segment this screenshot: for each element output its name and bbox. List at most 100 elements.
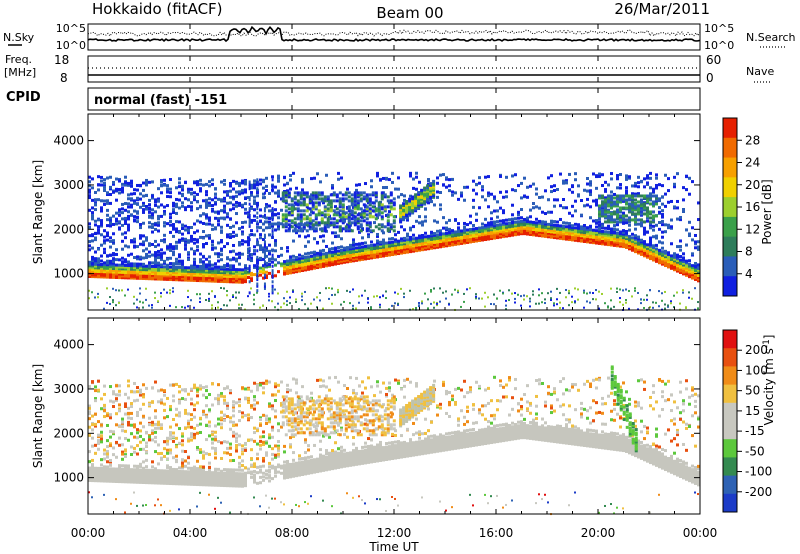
power-echo bbox=[429, 187, 433, 191]
power-cell bbox=[589, 240, 592, 244]
power-cell bbox=[175, 272, 178, 276]
power-echo bbox=[649, 220, 652, 224]
power-noise bbox=[430, 302, 432, 305]
power-cell bbox=[445, 242, 448, 246]
power-colorbar-tick-label: 20 bbox=[745, 178, 760, 192]
power-echo bbox=[655, 198, 658, 202]
velocity-cell bbox=[112, 472, 115, 476]
power-noise bbox=[538, 294, 540, 297]
power-cell bbox=[178, 267, 181, 271]
power-cell bbox=[250, 191, 253, 195]
velocity-cell bbox=[94, 472, 97, 476]
power-cell bbox=[385, 245, 388, 249]
power-echo bbox=[368, 203, 372, 207]
power-cell bbox=[625, 242, 628, 246]
power-cell bbox=[571, 231, 574, 235]
power-cell bbox=[292, 258, 295, 262]
power-cell bbox=[676, 206, 679, 210]
power-noise bbox=[358, 301, 360, 304]
power-cell bbox=[466, 233, 469, 237]
power-echo bbox=[365, 193, 369, 197]
power-echo bbox=[634, 202, 637, 206]
power-cell bbox=[655, 256, 658, 260]
power-cell bbox=[193, 266, 196, 270]
power-echo bbox=[423, 191, 427, 195]
power-cell bbox=[334, 231, 337, 235]
power-cell bbox=[166, 247, 169, 251]
velocity-scatter bbox=[100, 458, 103, 462]
power-cell bbox=[247, 270, 250, 274]
power-cell bbox=[223, 280, 226, 284]
power-cell bbox=[541, 225, 544, 229]
power-noise bbox=[274, 306, 276, 309]
power-echo bbox=[302, 217, 306, 221]
power-cell bbox=[190, 277, 193, 281]
power-cell bbox=[544, 224, 547, 228]
power-cell bbox=[673, 185, 676, 189]
power-echo bbox=[353, 223, 357, 227]
power-cell bbox=[490, 233, 493, 237]
velocity-noise bbox=[88, 491, 90, 494]
power-echo bbox=[317, 213, 321, 217]
power-cell bbox=[400, 193, 403, 197]
power-cell bbox=[295, 266, 298, 270]
power-echo bbox=[302, 225, 306, 229]
power-cell bbox=[694, 270, 697, 274]
power-echo bbox=[399, 204, 403, 208]
power-echo bbox=[299, 195, 303, 199]
power-cell bbox=[175, 267, 178, 271]
power-cell bbox=[487, 223, 490, 227]
power-cell bbox=[238, 275, 241, 279]
power-cell bbox=[151, 268, 154, 272]
power-cell bbox=[604, 230, 607, 234]
power-cell bbox=[385, 248, 388, 252]
power-cell bbox=[676, 264, 679, 268]
power-echo bbox=[353, 217, 357, 221]
power-echo bbox=[314, 213, 318, 217]
power-cell bbox=[100, 183, 103, 187]
power-cell bbox=[370, 249, 373, 253]
power-cell bbox=[223, 207, 226, 211]
velocity-scatter bbox=[121, 422, 124, 426]
power-cell bbox=[94, 232, 97, 236]
power-cell bbox=[217, 223, 220, 227]
power-echo bbox=[371, 229, 375, 233]
power-cell bbox=[424, 219, 427, 223]
power-cell bbox=[196, 219, 199, 223]
power-cell bbox=[178, 255, 181, 259]
power-cell bbox=[229, 274, 232, 278]
power-cell bbox=[472, 236, 475, 240]
power-noise bbox=[544, 302, 546, 305]
velocity-scatter bbox=[139, 391, 142, 395]
nsearch-tick-top: 10^5 bbox=[704, 22, 734, 35]
power-cell bbox=[301, 265, 304, 269]
power-cell bbox=[172, 265, 175, 269]
power-cell bbox=[253, 183, 256, 187]
power-cell bbox=[88, 273, 91, 277]
power-echo bbox=[616, 208, 619, 212]
power-noise bbox=[592, 298, 594, 301]
power-cell bbox=[610, 236, 613, 240]
velocity-cell bbox=[127, 476, 130, 480]
power-echo bbox=[359, 229, 363, 233]
power-cell bbox=[517, 184, 520, 188]
power-cell bbox=[667, 256, 670, 260]
power-cell bbox=[406, 218, 409, 222]
power-echo bbox=[305, 205, 309, 209]
power-cell bbox=[589, 237, 592, 241]
power-cell bbox=[244, 271, 247, 275]
power-cell bbox=[388, 201, 391, 205]
power-cell bbox=[445, 185, 448, 189]
power-cell bbox=[151, 242, 154, 246]
power-cell bbox=[406, 247, 409, 251]
power-cell bbox=[550, 228, 553, 232]
velocity-scatter bbox=[88, 404, 91, 408]
power-cell bbox=[505, 195, 508, 199]
power-echo bbox=[604, 202, 607, 206]
power-cell bbox=[193, 191, 196, 195]
power-cell bbox=[160, 272, 163, 276]
power-cell bbox=[382, 243, 385, 247]
power-cell bbox=[364, 244, 367, 248]
power-cell bbox=[475, 239, 478, 243]
power-cell bbox=[550, 190, 553, 194]
